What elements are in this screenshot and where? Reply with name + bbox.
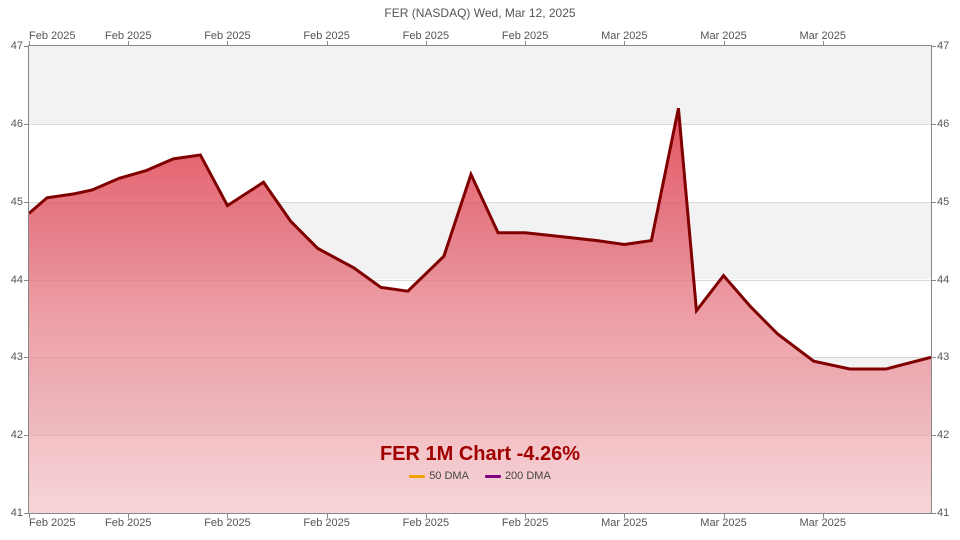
- y-tick: [931, 280, 936, 281]
- x-tick: [823, 513, 824, 518]
- x-tick: [624, 513, 625, 518]
- legend-swatch: [485, 475, 501, 478]
- legend-item: 200 DMA: [485, 470, 551, 482]
- y-tick: [931, 124, 936, 125]
- legend-label: 50 DMA: [429, 470, 469, 482]
- y-tick: [931, 435, 936, 436]
- legend-label: 200 DMA: [505, 470, 551, 482]
- y-tick: [931, 357, 936, 358]
- x-tick: [426, 513, 427, 518]
- legend-item: 50 DMA: [409, 470, 469, 482]
- price-chart-svg: [29, 46, 931, 513]
- x-tick: [724, 513, 725, 518]
- plot-area: 4141424243434444454546464747Feb 2025Feb …: [28, 45, 932, 514]
- chart-title: FER (NASDAQ) Wed, Mar 12, 2025: [0, 6, 960, 20]
- x-tick: [29, 513, 30, 518]
- y-tick: [931, 513, 936, 514]
- x-axis-label: Feb 2025: [29, 30, 75, 46]
- price-area: [29, 108, 931, 513]
- legend: 50 DMA 200 DMA: [29, 470, 931, 482]
- y-tick: [931, 202, 936, 203]
- x-tick: [525, 513, 526, 518]
- x-tick: [128, 513, 129, 518]
- legend-swatch: [409, 475, 425, 478]
- x-tick: [227, 513, 228, 518]
- y-tick: [931, 46, 936, 47]
- x-axis-label: Feb 2025: [29, 513, 75, 529]
- x-tick: [327, 513, 328, 518]
